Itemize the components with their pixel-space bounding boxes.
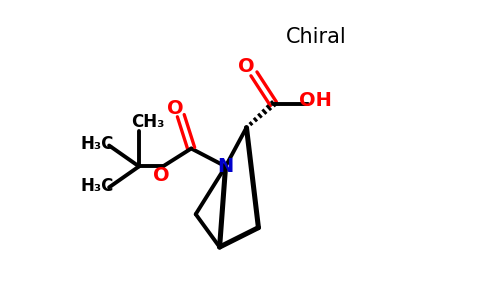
Text: O: O: [153, 166, 170, 185]
Text: OH: OH: [299, 91, 332, 110]
Text: Chiral: Chiral: [286, 26, 347, 46]
Text: O: O: [238, 57, 255, 76]
Text: H₃C: H₃C: [80, 177, 114, 195]
Text: N: N: [217, 157, 234, 176]
Text: H₃C: H₃C: [80, 135, 114, 153]
Text: O: O: [167, 99, 184, 118]
Text: CH₃: CH₃: [131, 112, 165, 130]
